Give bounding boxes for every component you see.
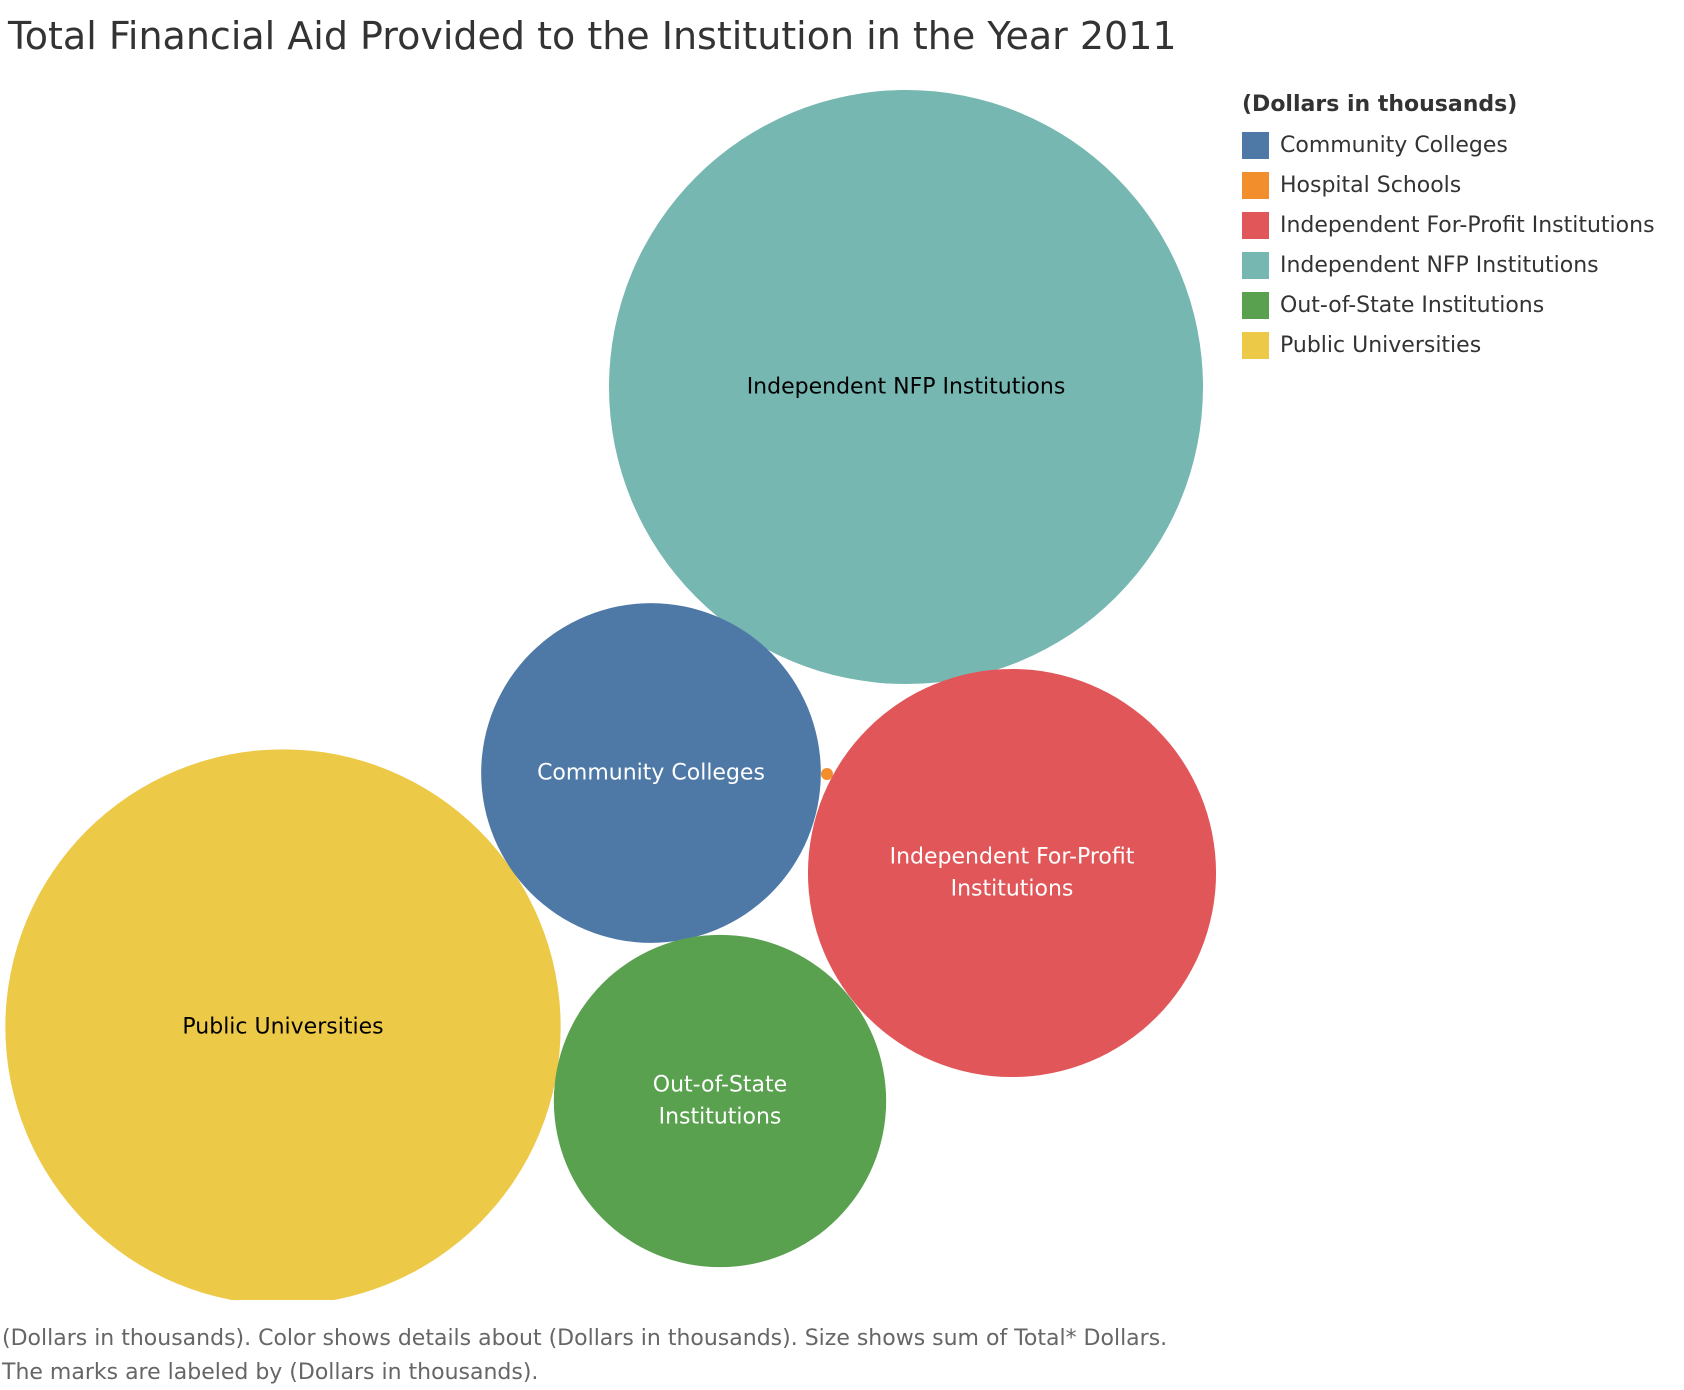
bubble-community-colleges[interactable] bbox=[481, 603, 821, 943]
legend-swatch bbox=[1242, 291, 1269, 319]
legend-label: Hospital Schools bbox=[1280, 172, 1462, 198]
legend-swatch bbox=[1242, 211, 1269, 239]
caption-line-1: (Dollars in thousands). Color shows deta… bbox=[2, 1326, 1168, 1351]
caption-line-2: The marks are labeled by (Dollars in tho… bbox=[2, 1360, 539, 1385]
bubble-independent-nfp-institutions[interactable] bbox=[609, 90, 1203, 684]
legend-item-community-colleges[interactable]: Community Colleges bbox=[1242, 125, 1655, 165]
bubble-out-of-state-institutions[interactable] bbox=[553, 934, 887, 1268]
bubble-label-out-of-state-institutions: Out-of-State bbox=[653, 1073, 787, 1098]
legend-label: Community Colleges bbox=[1280, 132, 1508, 158]
legend-item-public-universities[interactable]: Public Universities bbox=[1242, 325, 1655, 365]
bubble-label-independent-for-profit-institutions: Independent For-Profit bbox=[890, 845, 1135, 870]
legend-swatch bbox=[1242, 131, 1269, 159]
legend-label: Public Universities bbox=[1280, 332, 1482, 358]
chart-caption: (Dollars in thousands). Color shows deta… bbox=[2, 1322, 1167, 1390]
legend-label: Independent NFP Institutions bbox=[1280, 252, 1599, 278]
legend-swatch bbox=[1242, 251, 1269, 279]
bubble-public-universities[interactable] bbox=[5, 749, 561, 1300]
legend-swatch bbox=[1242, 171, 1269, 199]
bubble-label-independent-for-profit-institutions: Institutions bbox=[951, 877, 1074, 902]
chart-title: Total Financial Aid Provided to the Inst… bbox=[8, 14, 1177, 58]
legend-swatch bbox=[1242, 331, 1269, 359]
bubble-chart: Independent NFP Institutions Public Unive… bbox=[5, 90, 1217, 1300]
legend-items: Community Colleges Hospital Schools Indepe… bbox=[1242, 125, 1655, 365]
legend-item-out-of-state-institutions[interactable]: Out-of-State Institutions bbox=[1242, 285, 1655, 325]
legend-item-hospital-schools[interactable]: Hospital Schools bbox=[1242, 165, 1655, 205]
legend-item-independent-nfp-institutions[interactable]: Independent NFP Institutions bbox=[1242, 245, 1655, 285]
bubble-independent-for-profit-institutions[interactable] bbox=[807, 668, 1217, 1078]
bubble-label-public-universities: Public Universities bbox=[182, 1015, 383, 1040]
legend-label: Independent For-Profit Institutions bbox=[1280, 212, 1655, 238]
bubble-label-out-of-state-institutions: Institutions bbox=[659, 1105, 782, 1130]
bubble-label-independent-nfp-institutions: Independent NFP Institutions bbox=[747, 375, 1066, 400]
bubble-hospital-schools[interactable] bbox=[821, 768, 833, 780]
legend: (Dollars in thousands) Community College… bbox=[1242, 92, 1655, 365]
legend-item-independent-for-profit-institutions[interactable]: Independent For-Profit Institutions bbox=[1242, 205, 1655, 245]
bubble-label-community-colleges: Community Colleges bbox=[537, 761, 765, 786]
legend-title: (Dollars in thousands) bbox=[1242, 92, 1518, 117]
legend-label: Out-of-State Institutions bbox=[1280, 292, 1545, 318]
